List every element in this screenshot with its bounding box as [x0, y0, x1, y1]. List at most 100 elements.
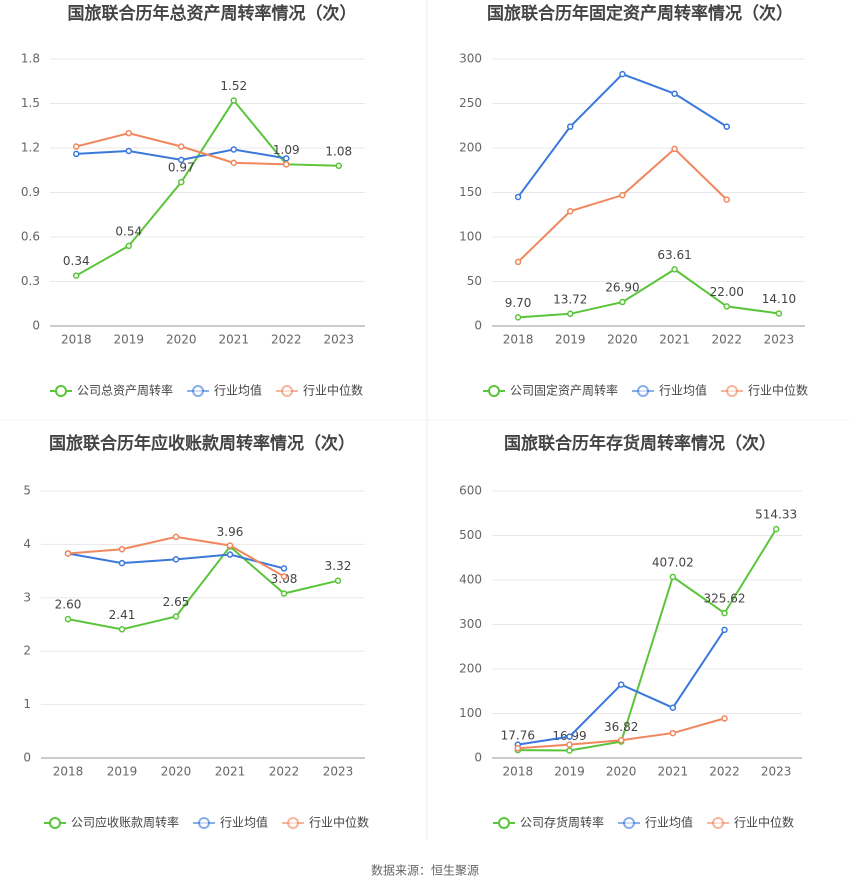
y-tick-label: 0 [23, 751, 31, 765]
y-tick-label: 1.8 [21, 52, 40, 66]
data-point [723, 303, 730, 310]
y-tick-label: 250 [459, 96, 482, 110]
legend-icon [49, 817, 61, 829]
data-point [619, 191, 626, 199]
y-tick-label: 2 [23, 644, 31, 658]
x-tick-label: 2019 [113, 333, 144, 347]
y-tick-label: 300 [459, 52, 482, 66]
y-tick-label: 0 [32, 319, 40, 333]
data-point [671, 145, 678, 153]
data-point [721, 715, 728, 722]
data-label: 1.09 [273, 143, 300, 157]
data-point [567, 123, 574, 130]
x-tick-label: 2019 [107, 765, 138, 779]
series-line [517, 147, 728, 263]
legend-icon [623, 817, 636, 829]
x-tick-label: 2023 [323, 765, 354, 779]
data-label: 14.10 [762, 292, 796, 306]
legend-icon [287, 817, 300, 829]
data-point [226, 542, 234, 549]
data-label: 3.32 [325, 559, 352, 573]
data-label: 2.65 [163, 595, 190, 609]
legend-label: 行业均值 [220, 815, 268, 830]
data-point [118, 559, 126, 567]
x-tick-label: 2018 [503, 333, 534, 347]
y-tick-label: 150 [459, 185, 482, 199]
data-point [178, 178, 185, 186]
legend-label: 行业均值 [645, 815, 693, 830]
y-tick-label: 0 [474, 319, 482, 333]
legend-icon [281, 385, 294, 397]
y-tick-label: 400 [459, 573, 482, 587]
data-point [283, 155, 290, 162]
data-point [280, 573, 288, 580]
data-point [125, 242, 132, 250]
y-tick-label: 0 [474, 751, 482, 765]
y-tick-label: 0.6 [21, 230, 40, 244]
data-label: 514.33 [755, 508, 797, 522]
data-point [118, 626, 126, 633]
x-tick-label: 2021 [658, 765, 689, 779]
x-tick-label: 2018 [53, 765, 84, 779]
x-tick-label: 2020 [606, 765, 637, 779]
x-tick-label: 2018 [61, 333, 92, 347]
data-point [73, 143, 80, 150]
data-point [73, 150, 80, 158]
y-tick-label: 100 [459, 706, 482, 720]
data-point [514, 258, 522, 266]
x-tick-label: 2019 [554, 765, 585, 779]
x-tick-label: 2023 [323, 333, 354, 347]
data-label: 2.60 [55, 598, 82, 612]
y-tick-label: 1.2 [21, 141, 40, 155]
x-tick-label: 2022 [269, 765, 300, 779]
data-point [172, 556, 180, 563]
data-point [669, 704, 677, 711]
y-tick-label: 0.3 [21, 274, 40, 288]
data-point [172, 533, 180, 541]
x-tick-label: 2021 [659, 333, 690, 347]
series-line [517, 72, 728, 198]
data-point [280, 565, 288, 572]
data-point [334, 577, 342, 584]
data-point [567, 207, 574, 215]
y-tick-label: 3 [23, 590, 31, 604]
data-point [723, 123, 730, 130]
data-point [723, 196, 730, 203]
data-point [514, 193, 522, 201]
data-point [617, 681, 625, 688]
y-tick-label: 100 [459, 230, 482, 244]
series-line [75, 98, 339, 277]
chart-title: 国旅联合历年总资产周转率情况（次） [68, 3, 357, 24]
data-point [619, 298, 626, 306]
y-tick-label: 200 [459, 662, 482, 676]
legend-label: 行业均值 [214, 383, 262, 398]
data-point [172, 613, 180, 620]
chart-title: 国旅联合历年固定资产周转率情况（次） [487, 3, 793, 24]
data-label: 0.54 [115, 224, 142, 238]
data-label: 63.61 [657, 248, 691, 262]
x-tick-label: 2019 [555, 333, 586, 347]
x-tick-label: 2022 [711, 333, 742, 347]
legend-label: 行业中位数 [748, 383, 808, 398]
x-tick-label: 2021 [215, 765, 246, 779]
data-label: 9.70 [505, 296, 532, 310]
data-point [283, 161, 290, 168]
legend-label: 公司总资产周转率 [77, 383, 173, 398]
data-label: 26.90 [605, 281, 639, 295]
data-label: 1.52 [220, 79, 247, 93]
x-tick-label: 2020 [161, 765, 192, 779]
legend-label: 行业均值 [659, 383, 707, 398]
data-point [566, 747, 573, 754]
x-tick-label: 2022 [709, 765, 740, 779]
legend-icon [637, 385, 650, 397]
y-tick-label: 1 [23, 697, 31, 711]
data-label: 13.72 [553, 292, 587, 306]
legend-label: 行业中位数 [303, 383, 363, 398]
data-point [669, 573, 677, 581]
y-tick-label: 600 [459, 484, 482, 498]
data-point [617, 736, 625, 744]
data-point [73, 272, 80, 279]
data-point [721, 626, 728, 634]
y-tick-label: 300 [459, 617, 482, 631]
